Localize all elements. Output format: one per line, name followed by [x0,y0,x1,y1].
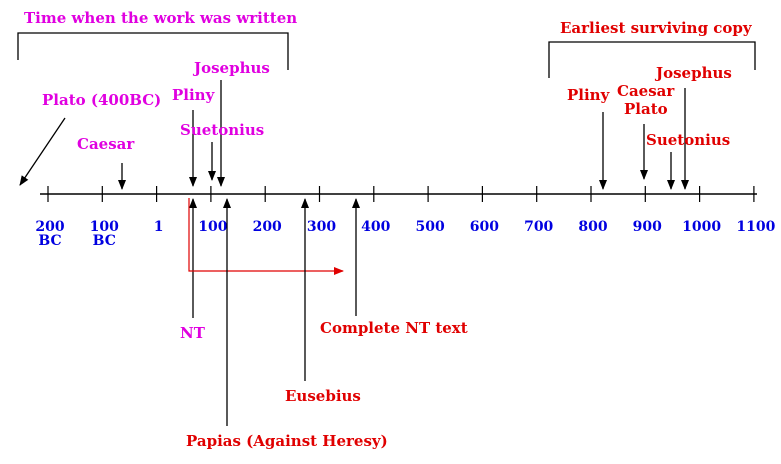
tick-label-era: BC [38,233,61,249]
label-caesar-written: Caesar [77,135,135,153]
copy-header: Earliest surviving copy [560,19,753,37]
label-josephus-written: Josephus [192,59,270,77]
label-nt: NT [180,324,206,342]
tick-label: 900 [633,219,662,235]
tick-label: 600 [470,219,499,235]
tick-label: 1100 [736,219,775,235]
label-suetonius-copy: Suetonius [646,131,730,149]
label-plato-written: Plato (400BC) [42,91,161,109]
tick-label: 300 [307,219,336,235]
label-papias: Papias (Against Heresy) [186,432,388,450]
tick-label: 200 [253,219,282,235]
label-pliny-written: Pliny [172,86,216,104]
tick-marks [47,186,755,202]
tick-label: 200 [35,219,64,235]
tick-label: 100 [90,219,119,235]
tick-label: 500 [415,219,444,235]
nt-gap-arrow [188,198,344,275]
tick-label: 100 [198,219,227,235]
label-pliny-copy: Pliny [567,86,611,104]
label-eusebius: Eusebius [285,387,361,405]
tick-label: 1000 [682,219,721,235]
tick-label: 800 [578,219,607,235]
tick-label: 1 [154,219,164,235]
label-plato-copy: Plato [624,100,668,118]
label-complete-nt: Complete NT text [320,319,468,337]
tick-label: 700 [524,219,553,235]
tick-label-era: BC [93,233,116,249]
arrow-plato-written [19,117,66,186]
written-bracket [17,32,289,70]
label-caesar-copy: Caesar [617,82,675,100]
tick-label: 400 [361,219,390,235]
label-suetonius-written: Suetonius [180,121,264,139]
written-header: Time when the work was written [24,9,297,27]
copy-bracket [548,41,756,78]
label-josephus-copy: Josephus [654,64,732,82]
